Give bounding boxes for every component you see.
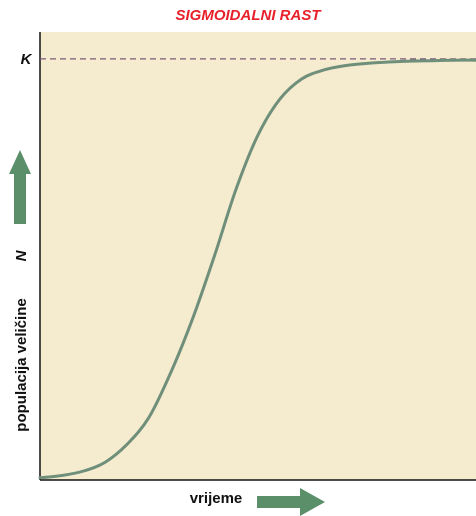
y-axis-symbol: N (13, 249, 30, 261)
x-axis-arrow (257, 488, 325, 516)
sigmoid-growth-curve (38, 58, 476, 480)
y-axis-label: populacija veličine (13, 298, 30, 431)
y-axis-label-group: populacija veličine (13, 298, 30, 431)
carrying-capacity-label: K (21, 51, 33, 68)
y-axis-arrow (9, 150, 31, 224)
chart-title: SIGMOIDALNI RAST (176, 7, 323, 24)
x-axis-label: vrijeme (190, 490, 243, 507)
y-axis-symbol-group: N (13, 249, 30, 261)
plot-area (40, 32, 476, 480)
